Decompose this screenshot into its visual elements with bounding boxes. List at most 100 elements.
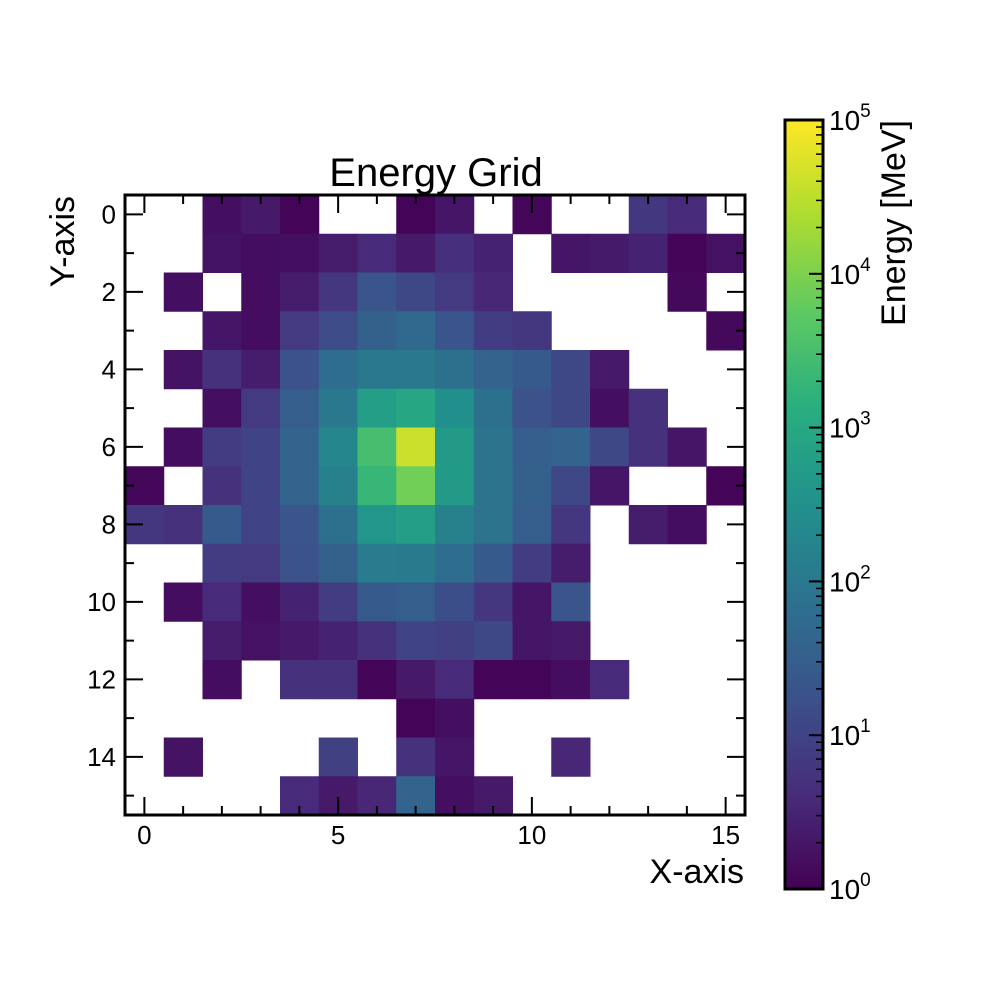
heatmap-cell: [396, 311, 436, 351]
heatmap-cell: [396, 272, 436, 312]
heatmap-cell: [280, 505, 320, 545]
heatmap-cell: [202, 311, 242, 351]
heatmap-cell: [551, 621, 591, 661]
heatmap-cell: [396, 582, 436, 622]
heatmap-cell: [628, 427, 668, 467]
colorbar-tick-label: 103: [829, 409, 871, 444]
heatmap-cell: [396, 427, 436, 467]
heatmap-cell: [667, 233, 707, 273]
heatmap-cell: [435, 466, 475, 506]
heatmap-cell: [628, 505, 668, 545]
heatmap-cell: [435, 737, 475, 777]
colorbar: [783, 118, 825, 891]
y-tick-label: 6: [102, 432, 116, 462]
heatmap-cell: [318, 311, 358, 351]
heatmap-cell: [202, 388, 242, 428]
y-tick-label: 10: [87, 587, 116, 617]
heatmap-cell: [163, 272, 203, 312]
heatmap-cell: [590, 350, 630, 390]
heatmap-cell: [512, 350, 552, 390]
heatmap-cell: [512, 660, 552, 700]
heatmap-cells: [125, 195, 746, 816]
y-tick-labels: 0 2 4 6 8 10 12 14: [87, 199, 116, 772]
heatmap-cell: [590, 427, 630, 467]
x-tick-label: 0: [137, 820, 151, 850]
x-axis-label: X-axis: [650, 853, 744, 891]
heatmap-cell: [202, 582, 242, 622]
heatmap-cell: [667, 505, 707, 545]
heatmap-cell: [357, 505, 397, 545]
x-tick-label: 15: [711, 820, 740, 850]
heatmap-cell: [551, 388, 591, 428]
heatmap-cell: [357, 621, 397, 661]
heatmap-cell: [280, 233, 320, 273]
heatmap-cell: [202, 350, 242, 390]
heatmap-cell: [512, 621, 552, 661]
heatmap-cell: [318, 660, 358, 700]
heatmap-cell: [241, 621, 281, 661]
heatmap-cell: [435, 427, 475, 467]
heatmap-cell: [590, 466, 630, 506]
heatmap-cell: [163, 427, 203, 467]
heatmap-cell: [280, 427, 320, 467]
colorbar-tick-label: 105: [829, 101, 871, 136]
heatmap-cell: [590, 388, 630, 428]
heatmap-cell: [280, 388, 320, 428]
x-tick-label: 5: [331, 820, 345, 850]
heatmap-cell: [318, 737, 358, 777]
heatmap-cell: [202, 427, 242, 467]
heatmap-cell: [551, 350, 591, 390]
heatmap-cell: [280, 350, 320, 390]
x-tick-labels: 0 5 10 15: [137, 820, 740, 850]
heatmap-cell: [357, 350, 397, 390]
heatmap-cell: [628, 233, 668, 273]
heatmap-cell: [473, 660, 513, 700]
heatmap-cell: [473, 505, 513, 545]
heatmap-cell: [318, 388, 358, 428]
axis-ticks: [125, 195, 745, 815]
heatmap-cell: [357, 543, 397, 583]
heatmap-cell: [241, 427, 281, 467]
heatmap-cell: [202, 466, 242, 506]
heatmap-cell: [473, 543, 513, 583]
heatmap-cell: [396, 543, 436, 583]
heatmap-cell: [318, 233, 358, 273]
heatmap-cell: [435, 311, 475, 351]
heatmap-cell: [241, 350, 281, 390]
heatmap-cell: [551, 660, 591, 700]
heatmap-cell: [512, 466, 552, 506]
y-tick-label: 2: [102, 277, 116, 307]
heatmap-cell: [396, 660, 436, 700]
y-tick-label: 4: [102, 354, 116, 384]
heatmap-cell: [435, 698, 475, 738]
heatmap-cell: [435, 350, 475, 390]
heatmap-cell: [357, 388, 397, 428]
heatmap-cell: [435, 505, 475, 545]
heatmap-cell: [280, 582, 320, 622]
heatmap-cell: [396, 388, 436, 428]
heatmap-cell: [473, 466, 513, 506]
heatmap-cell: [551, 543, 591, 583]
heatmap-cell: [241, 582, 281, 622]
heatmap-cell: [435, 660, 475, 700]
heatmap-cell: [512, 582, 552, 622]
heatmap-cell: [357, 466, 397, 506]
heatmap-cell: [318, 427, 358, 467]
heatmap-cell: [512, 427, 552, 467]
heatmap-cell: [318, 582, 358, 622]
heatmap-cell: [357, 233, 397, 273]
heatmap-cell: [241, 311, 281, 351]
heatmap-cell: [163, 350, 203, 390]
y-tick-label: 8: [102, 509, 116, 539]
heatmap-cell: [512, 311, 552, 351]
heatmap-cell: [280, 466, 320, 506]
heatmap-cell: [435, 621, 475, 661]
heatmap-cell: [396, 505, 436, 545]
colorbar-tick-label: 100: [829, 870, 871, 905]
heatmap-cell: [396, 737, 436, 777]
heatmap-cell: [551, 427, 591, 467]
heatmap-cell: [280, 660, 320, 700]
heatmap-cell: [435, 543, 475, 583]
plot-frame: [123, 193, 747, 817]
